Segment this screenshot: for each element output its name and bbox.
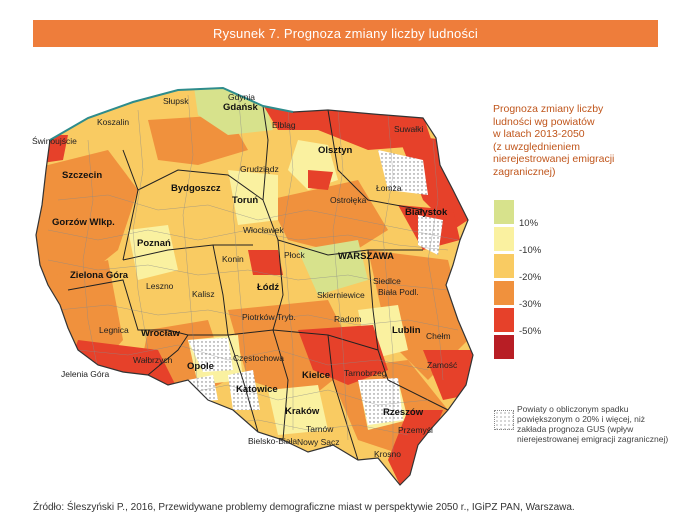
city-label: Gdańsk xyxy=(223,102,258,113)
city-label: WARSZAWA xyxy=(338,251,394,262)
city-label: Ostrołęka xyxy=(330,195,367,205)
city-label: Tarnobrzeg xyxy=(344,368,387,378)
legend-swatch xyxy=(494,200,514,224)
city-label: Bydgoszcz xyxy=(171,183,221,194)
legend-swatch xyxy=(494,281,514,305)
legend-title-line: (z uwzględnieniem xyxy=(493,140,580,153)
legend-title-line: zagranicznej) xyxy=(493,165,556,178)
city-label: Częstochowa xyxy=(233,353,285,363)
city-label: Koszalin xyxy=(97,117,130,127)
legend-swatch xyxy=(494,254,514,278)
city-label: Grudziądz xyxy=(240,164,279,174)
city-label: Kraków xyxy=(285,406,320,417)
city-label: Opole xyxy=(187,361,214,372)
city-label: Chełm xyxy=(426,331,451,341)
city-label: Szczecin xyxy=(62,170,103,181)
legend-swatch xyxy=(494,308,514,332)
city-label: Białystok xyxy=(405,207,448,218)
city-label: Legnica xyxy=(99,325,129,335)
city-label: Krosno xyxy=(374,449,401,459)
city-label: Wrocław xyxy=(141,328,180,339)
city-label: Świnoujście xyxy=(32,136,77,146)
legend-title: Prognoza zmiany liczby ludności wg powia… xyxy=(493,103,653,178)
poland-map xyxy=(28,80,478,495)
city-label: Toruń xyxy=(232,195,259,206)
city-label: Katowice xyxy=(236,384,278,395)
legend-title-line: w latach 2013-2050 xyxy=(493,128,585,140)
legend-title-line: Prognoza zmiany liczby xyxy=(493,103,604,115)
city-label: Nowy Sącz xyxy=(297,437,340,447)
city-label: Piotrków Tryb. xyxy=(242,312,296,322)
city-label: Włocławek xyxy=(243,225,284,235)
city-label: Kalisz xyxy=(192,289,215,299)
city-label: Przemyśl xyxy=(398,425,433,435)
city-label: Leszno xyxy=(146,281,174,291)
city-label: Wałbrzych xyxy=(133,355,173,365)
city-label: Słupsk xyxy=(163,96,189,106)
city-label: Łódź xyxy=(257,282,280,293)
city-label: Łomża xyxy=(376,183,402,193)
city-label: Konin xyxy=(222,254,244,264)
city-label: Gdynia xyxy=(228,92,255,102)
source-note: Źródło: Śleszyński P., 2016, Przewidywan… xyxy=(33,502,575,513)
legend-swatch xyxy=(494,227,514,251)
city-label: Suwałki xyxy=(394,124,424,134)
legend-label: -30% xyxy=(519,299,542,310)
legend-title-line: ludności wg powiatów xyxy=(493,115,595,128)
city-label: Gorzów Wlkp. xyxy=(52,217,115,228)
city-label: Rzeszów xyxy=(383,407,424,418)
legend-title-line: nierejestrowanej emigracji xyxy=(493,153,615,165)
city-label: Siedlce xyxy=(373,276,401,286)
legend-label: 10% xyxy=(519,218,539,229)
city-label: Płock xyxy=(284,250,305,260)
city-label: Zielona Góra xyxy=(70,270,129,281)
city-label: Tarnów xyxy=(306,424,334,434)
city-label: Skierniewice xyxy=(317,290,365,300)
city-label: Poznań xyxy=(137,238,171,249)
legend-label: -50% xyxy=(519,326,542,337)
legend-label: -10% xyxy=(519,245,542,256)
city-label: Olsztyn xyxy=(318,145,353,156)
city-label: Jelenia Góra xyxy=(61,369,110,379)
city-label: Kielce xyxy=(302,370,330,381)
dotted-pattern-swatch xyxy=(494,410,514,430)
figure-title: Rysunek 7. Prognoza zmiany liczby ludnoś… xyxy=(33,20,658,47)
city-label: Zamość xyxy=(427,360,458,370)
legend-swatch xyxy=(494,335,514,359)
city-label: Biała Podl. xyxy=(378,287,419,297)
city-label: Radom xyxy=(334,314,362,324)
city-label: Lublin xyxy=(392,325,421,336)
city-label: Elbląg xyxy=(272,120,296,130)
legend-label: -20% xyxy=(519,272,542,283)
city-label: Bielsko-Biała xyxy=(248,436,298,446)
legend-note: Powiaty o obliczonym spadku powiększonym… xyxy=(517,404,669,444)
